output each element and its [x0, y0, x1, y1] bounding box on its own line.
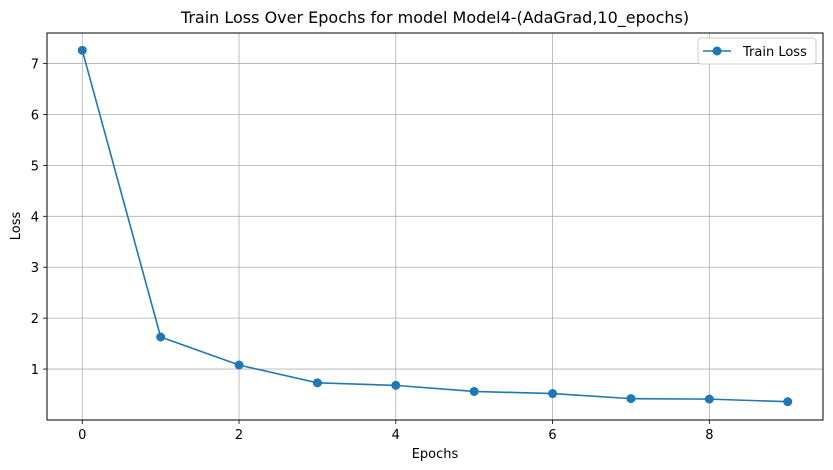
x-tick-label: 4: [392, 428, 400, 443]
y-tick-label: 4: [31, 210, 39, 225]
y-tick-label: 3: [31, 261, 39, 276]
y-tick-label: 2: [31, 312, 39, 327]
x-tick-label: 0: [78, 428, 86, 443]
data-point: [548, 389, 558, 399]
y-tick-label: 5: [31, 159, 39, 174]
x-tick-label: 8: [705, 428, 713, 443]
x-tick-label: 2: [235, 428, 243, 443]
chart-title: Train Loss Over Epochs for model Model4-…: [180, 8, 689, 28]
y-tick-label: 1: [31, 363, 39, 378]
data-point: [704, 394, 714, 404]
data-point: [77, 45, 87, 55]
data-point: [391, 380, 401, 390]
y-tick-label: 6: [31, 108, 39, 123]
grid-lines: [47, 33, 823, 420]
data-point: [469, 386, 479, 396]
data-point: [156, 332, 166, 342]
x-axis-label: Epochs: [412, 447, 459, 462]
plot-frame: [46, 32, 824, 421]
data-point: [626, 394, 636, 404]
legend-label-train-loss: Train Loss: [742, 45, 807, 60]
series-points-layer: [77, 45, 793, 407]
y-tick-label: 7: [31, 58, 39, 73]
data-point: [234, 360, 244, 370]
series-line-layer: [81, 50, 788, 403]
y-axis-ticks: 1 2 3 4 5 6 7: [31, 58, 47, 378]
series-line: [81, 50, 788, 403]
data-point: [312, 378, 322, 388]
legend-marker-swatch: [712, 46, 722, 56]
data-point: [783, 397, 793, 407]
x-axis-ticks: 0 2 4 6 8: [78, 420, 713, 443]
x-tick-label: 6: [548, 428, 556, 443]
y-axis-label: Loss: [9, 212, 24, 241]
legend-box: [697, 37, 817, 65]
legend: Train Loss: [697, 37, 817, 65]
